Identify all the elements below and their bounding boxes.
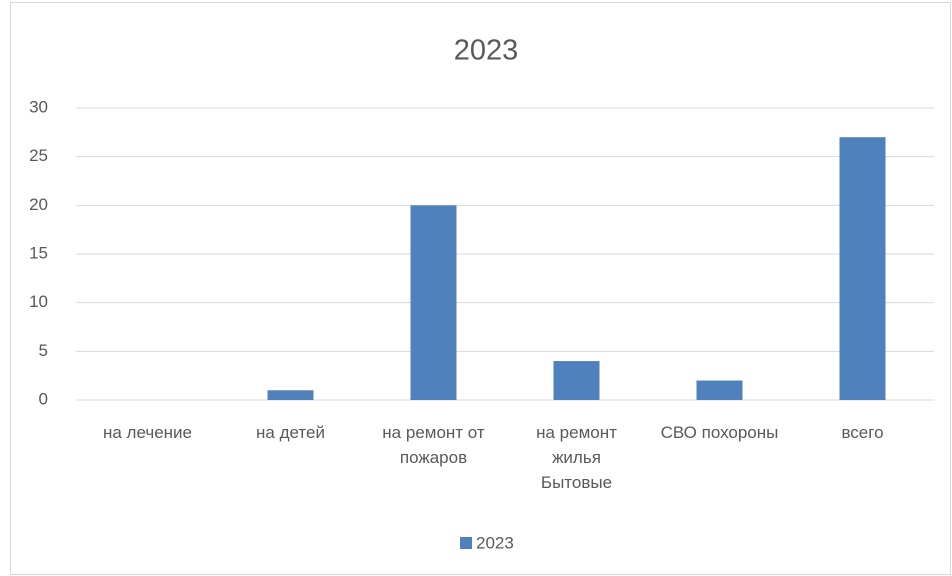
x-tick-label: СВО похороны xyxy=(660,423,779,442)
x-tick-label: на ремонт от пожаров xyxy=(382,423,485,467)
y-tick-label: 0 xyxy=(39,389,48,408)
y-tick-label: 25 xyxy=(29,146,48,165)
bar xyxy=(267,390,314,400)
bar xyxy=(696,380,743,400)
bar xyxy=(839,137,886,400)
y-tick-label: 20 xyxy=(29,195,48,214)
bar xyxy=(553,361,600,400)
chart-title: 2023 xyxy=(454,35,519,67)
legend-swatch xyxy=(460,537,472,549)
x-tick-label: на ремонт жилья Бытовые xyxy=(536,423,617,492)
y-tick-label: 15 xyxy=(29,243,48,262)
x-tick-label: на лечение xyxy=(102,423,193,442)
y-tick-label: 5 xyxy=(39,341,48,360)
legend-label: 2023 xyxy=(476,533,514,552)
chart-frame xyxy=(10,2,951,575)
bar xyxy=(410,205,457,400)
y-tick-label: 10 xyxy=(29,292,48,311)
y-tick-label: 30 xyxy=(29,97,48,116)
x-tick-label: на детей xyxy=(256,423,325,442)
x-tick-label: всего xyxy=(841,423,884,442)
